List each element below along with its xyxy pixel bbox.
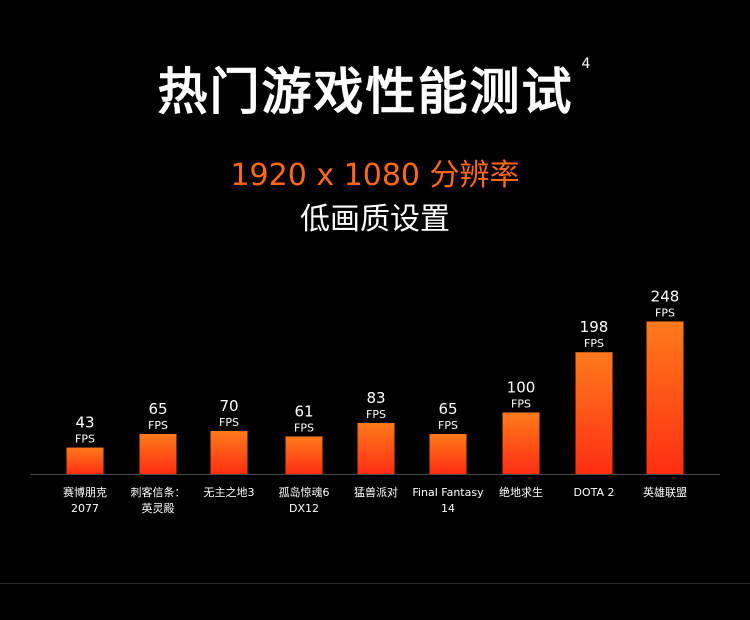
- category-label: 英灵殿: [142, 501, 175, 515]
- bar: [139, 434, 177, 474]
- bar-value-label: 65: [148, 400, 167, 418]
- category-label: 2077: [71, 502, 99, 515]
- bar-unit-label: FPS: [655, 306, 675, 319]
- category-label: 猛兽派对: [354, 485, 398, 499]
- category-label: DOTA 2: [573, 486, 614, 499]
- bar: [575, 352, 613, 474]
- category-label: 14: [441, 502, 455, 515]
- bar-value-label: 65: [438, 400, 457, 418]
- category-label: 赛博朋克: [63, 485, 107, 499]
- bar: [357, 422, 395, 474]
- bar-value-label: 248: [651, 287, 680, 305]
- bar-value-label: 198: [580, 318, 609, 336]
- bar-value-label: 100: [507, 379, 536, 397]
- bottom-divider: [0, 583, 750, 584]
- category-label: 刺客信条：: [131, 485, 186, 499]
- category-label: 英雄联盟: [643, 485, 687, 499]
- bar: [429, 434, 467, 474]
- bar: [66, 447, 104, 474]
- page-title: 热门游戏性能测试 4: [0, 52, 750, 124]
- category-label: DX12: [289, 502, 319, 515]
- bar-unit-label: FPS: [148, 419, 168, 432]
- bar: [502, 412, 540, 474]
- title-footnote: 4: [581, 56, 593, 72]
- bar-value-label: 61: [294, 402, 313, 420]
- bar-unit-label: FPS: [75, 433, 95, 446]
- category-label: 绝地求生: [499, 485, 543, 499]
- category-label: 孤岛惊魂6: [279, 485, 330, 499]
- bar-unit-label: FPS: [294, 421, 314, 434]
- bar: [285, 436, 323, 474]
- title-text: 热门游戏性能测试: [157, 63, 574, 121]
- resolution-subtitle: 1920 x 1080 分辨率: [230, 158, 520, 193]
- bar: [210, 430, 248, 474]
- bar-unit-label: FPS: [438, 419, 458, 432]
- category-label: 无主之地3: [204, 485, 255, 499]
- bar-unit-label: FPS: [511, 398, 531, 411]
- category-label: Final Fantasy: [412, 486, 484, 499]
- bar: [646, 321, 684, 474]
- bar-unit-label: FPS: [219, 416, 239, 429]
- bar-value-label: 83: [366, 389, 385, 407]
- bar-value-label: 43: [75, 414, 94, 432]
- bar-value-label: 70: [219, 397, 238, 415]
- quality-subtitle: 低画质设置: [300, 202, 450, 237]
- bar-unit-label: FPS: [584, 337, 604, 350]
- bar-unit-label: FPS: [366, 408, 386, 421]
